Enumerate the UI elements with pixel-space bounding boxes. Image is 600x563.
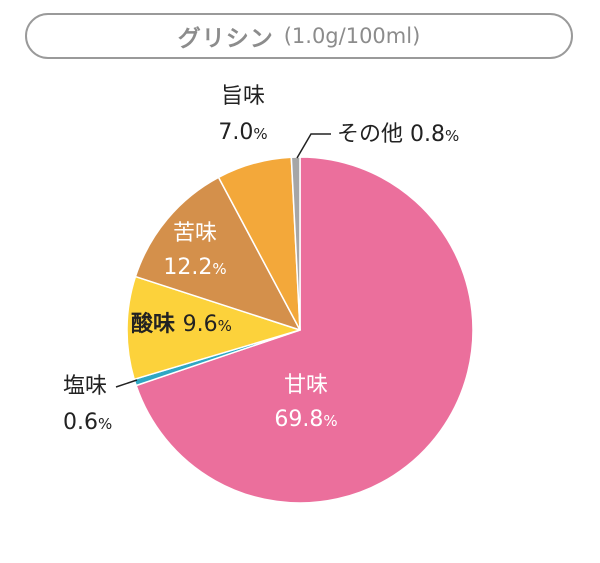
slice-unit: %	[323, 412, 337, 430]
slice-value-1: 69.8%	[274, 407, 337, 432]
slice-value-2: 0.6%	[63, 410, 112, 435]
slice-name-2: 塩味	[63, 374, 107, 399]
slice-name-4: 苦味	[173, 221, 217, 246]
slice-value: 7.0	[218, 120, 253, 145]
slice-value: 0.8	[410, 122, 445, 147]
leader-line-2	[115, 379, 138, 388]
pie-slice-4	[134, 176, 301, 331]
slice-value: 9.6	[183, 312, 218, 337]
slice-name: 酸味	[131, 312, 183, 337]
slice-name-5: 旨味	[221, 84, 265, 109]
leader-line-6	[296, 133, 331, 159]
slice-unit: %	[98, 415, 112, 433]
title-main: グリシン	[177, 26, 274, 52]
pie-slices	[126, 156, 474, 504]
slice-label-3: 酸味 9.6%	[131, 312, 232, 337]
slice-name: その他	[337, 122, 410, 147]
slice-value-4: 12.2%	[163, 255, 226, 280]
pie-slice-3	[126, 275, 301, 381]
chart-title: グリシン (1.0g/100ml)	[25, 13, 573, 59]
pie-slice-1	[135, 156, 474, 504]
slice-unit: %	[212, 260, 226, 278]
slice-unit: %	[253, 125, 267, 143]
slice-value-5: 7.0%	[218, 120, 267, 145]
slice-value: 69.8	[274, 407, 323, 432]
slice-unit: %	[218, 317, 232, 335]
slice-name-1: 甘味	[284, 373, 328, 398]
slice-unit: %	[445, 127, 459, 145]
pie-slice-6	[290, 156, 301, 331]
slice-value: 0.6	[63, 410, 98, 435]
title-sub: (1.0g/100ml)	[283, 24, 421, 48]
slice-label-6: その他 0.8%	[337, 122, 459, 147]
slice-value: 12.2	[163, 255, 212, 280]
